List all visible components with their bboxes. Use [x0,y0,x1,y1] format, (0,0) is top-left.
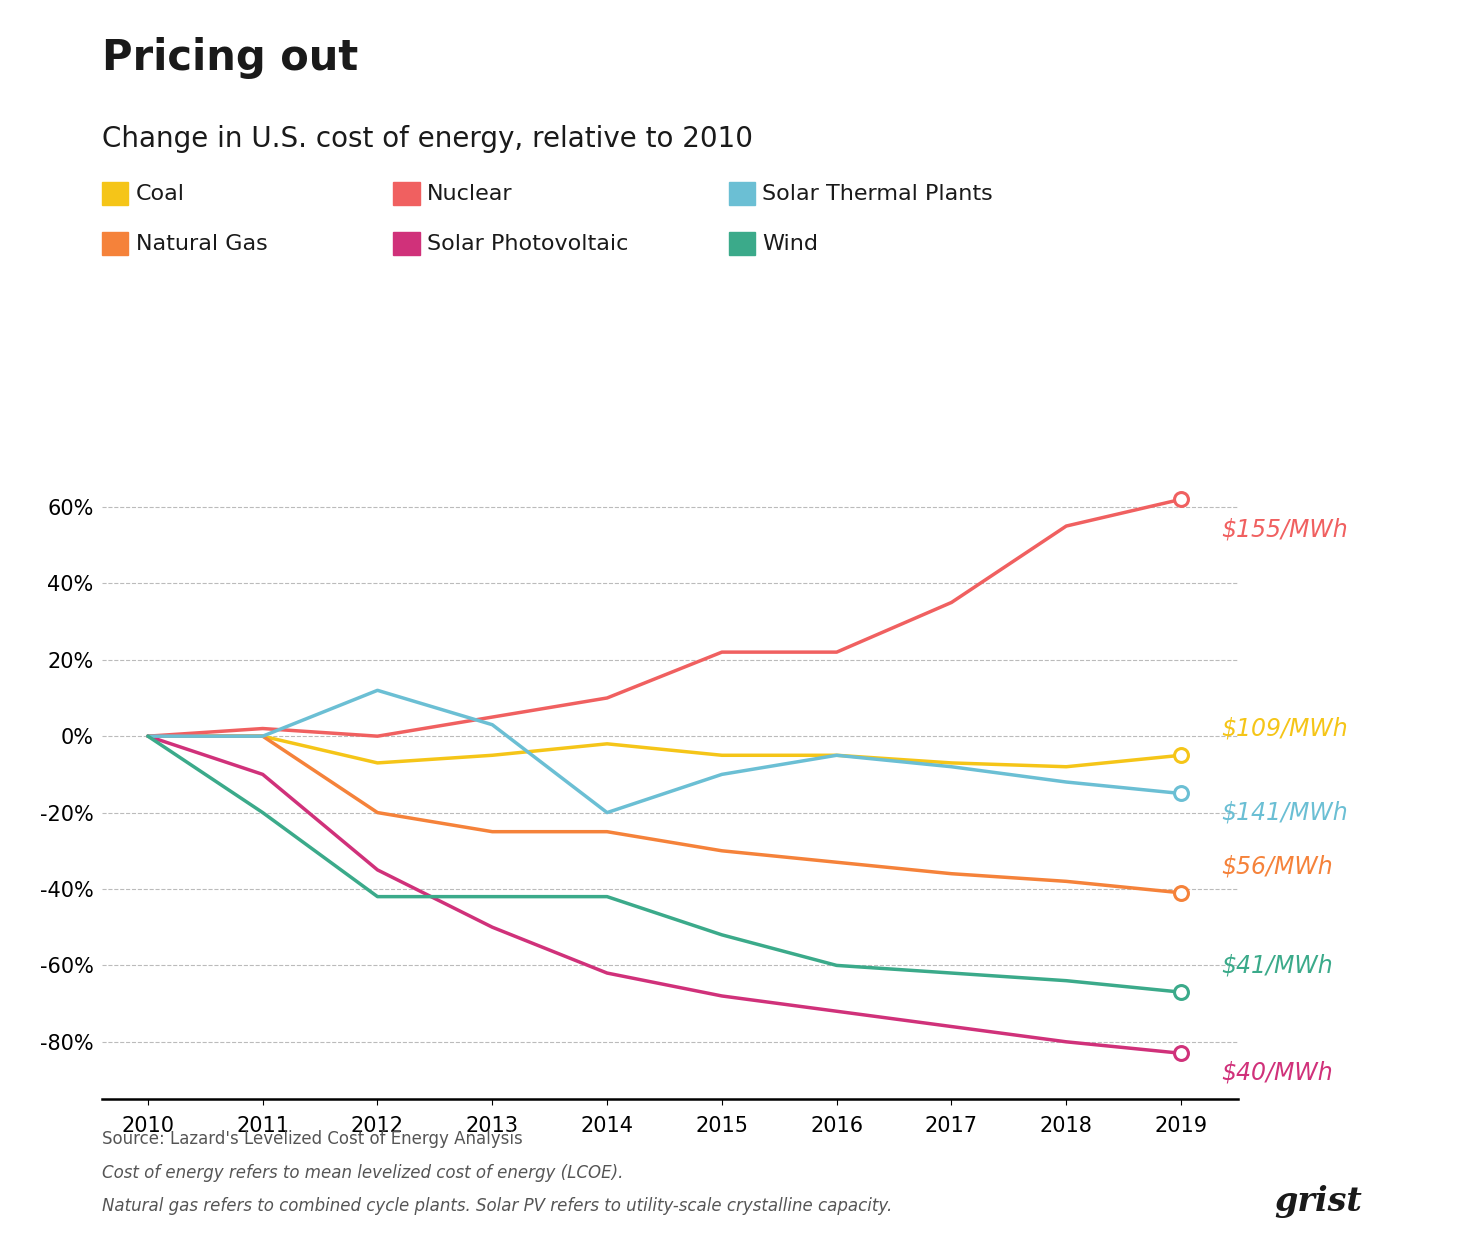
Text: $40/MWh: $40/MWh [1221,1060,1333,1084]
Text: $155/MWh: $155/MWh [1221,518,1348,542]
Text: $109/MWh: $109/MWh [1221,717,1348,741]
Text: Natural gas refers to combined cycle plants. Solar PV refers to utility-scale cr: Natural gas refers to combined cycle pla… [102,1197,892,1214]
Text: Wind: Wind [762,234,817,254]
Text: Nuclear: Nuclear [427,184,513,204]
Text: $141/MWh: $141/MWh [1221,801,1348,824]
Text: $56/MWh: $56/MWh [1221,854,1333,878]
Text: grist: grist [1275,1185,1362,1218]
Text: Source: Lazard's Levelized Cost of Energy Analysis: Source: Lazard's Levelized Cost of Energ… [102,1130,523,1148]
Text: Natural Gas: Natural Gas [136,234,267,254]
Text: Change in U.S. cost of energy, relative to 2010: Change in U.S. cost of energy, relative … [102,125,753,152]
Text: $41/MWh: $41/MWh [1221,953,1333,978]
Text: Solar Thermal Plants: Solar Thermal Plants [762,184,992,204]
Text: Solar Photovoltaic: Solar Photovoltaic [427,234,628,254]
Text: Pricing out: Pricing out [102,37,358,80]
Text: Cost of energy refers to mean levelized cost of energy (LCOE).: Cost of energy refers to mean levelized … [102,1164,624,1182]
Text: Coal: Coal [136,184,185,204]
